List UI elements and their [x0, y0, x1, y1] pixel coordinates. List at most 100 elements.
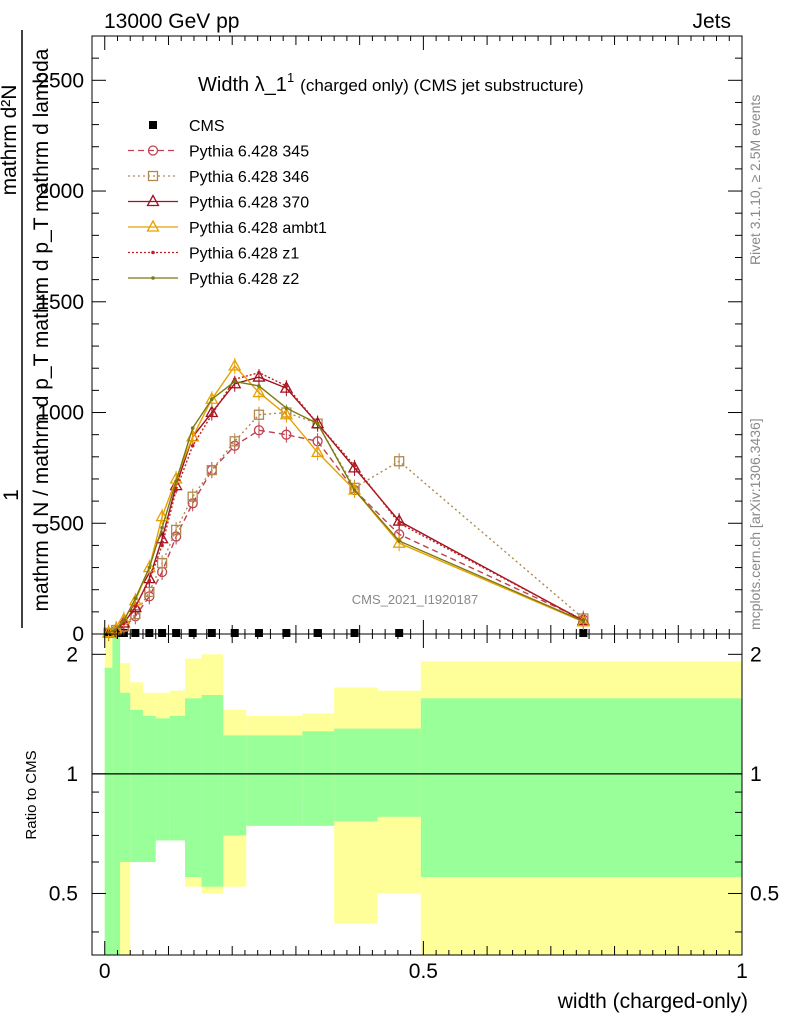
series-line [108, 429, 584, 634]
data-point [394, 456, 405, 467]
ratio-band-inner [246, 735, 273, 826]
data-point [576, 614, 590, 627]
data-point [397, 539, 401, 543]
title-main: Width λ_1 [198, 74, 287, 96]
data-point [252, 369, 266, 382]
data-point [144, 586, 155, 598]
legend-label: CMS [189, 118, 225, 135]
ratio-band-inner [142, 715, 156, 863]
data-point [581, 619, 586, 623]
data-point [172, 629, 181, 637]
ratio-band-inner [334, 728, 378, 822]
series-line [108, 411, 584, 634]
legend-item: CMS [149, 118, 225, 135]
ratio-band-inner [112, 634, 121, 955]
data-point [188, 629, 197, 637]
y-tick-label: 2500 [37, 69, 84, 92]
data-point [109, 621, 123, 634]
data-point [210, 397, 214, 402]
legend-label: Pythia 6.428 346 [189, 169, 309, 186]
data-point [207, 629, 216, 637]
series-0 [104, 629, 588, 637]
y-axis-label-numerator: 1 [0, 489, 23, 501]
series-6 [106, 379, 586, 635]
data-point [190, 426, 195, 430]
title-suffix: (charged only) (CMS jet substructure) [300, 76, 583, 95]
data-point [133, 604, 138, 609]
data-point [147, 579, 152, 583]
legend-item: Pythia 6.428 370 [128, 194, 309, 212]
data-point [170, 524, 182, 536]
series-2 [103, 404, 589, 641]
data-point [156, 557, 168, 569]
header-left: 13000 GeV pp [104, 10, 239, 33]
header-right: Jets [692, 10, 731, 33]
series-line [108, 380, 584, 634]
series-line [108, 371, 584, 634]
data-point [229, 436, 240, 447]
chart-title: Width λ_11 (charged only) (CMS jet substr… [198, 70, 584, 96]
legend-swatch [147, 145, 159, 156]
data-point [160, 543, 164, 548]
axis-ticks: 0 500 1000 1500 2000 2500 0 0.5 1 0.5 0.5 1 1 2 2 [37, 35, 779, 983]
data-point [187, 491, 198, 502]
legend-item: Pythia 6.428 z2 [128, 271, 299, 288]
legend-item: Pythia 6.428 346 [128, 169, 309, 186]
series-5 [106, 370, 586, 635]
series-4 [101, 358, 590, 641]
ratio-tick-label: 1 [66, 763, 78, 786]
y-axis-label-denominator: mathrm d N / mathrm d p_T mathrm d p_T m… [30, 48, 53, 611]
y-axis-label-top: mathrm d²N [0, 85, 21, 196]
data-point [254, 629, 263, 637]
data-point [147, 565, 152, 570]
ratio-band-inner [120, 692, 131, 863]
data-point [347, 460, 362, 473]
analysis-watermark: CMS_2021_I1920187 [352, 592, 479, 607]
legend-swatch [151, 276, 155, 280]
data-point [142, 560, 156, 573]
series-line [108, 376, 584, 634]
data-point [313, 629, 322, 637]
data-point [145, 629, 154, 637]
legend: CMS Pythia 6.428 345 Pythia 6.428 346 Pythi… [128, 118, 327, 288]
data-point [230, 629, 239, 637]
data-point [282, 629, 291, 637]
legend-swatch [146, 219, 160, 232]
legend-label: Pythia 6.428 370 [189, 195, 309, 212]
series-3 [101, 369, 590, 641]
ratio-band-inner [272, 735, 303, 826]
ratio-band-inner [169, 715, 186, 841]
legend-item: Pythia 6.428 z1 [128, 246, 299, 263]
x-tick-label: 0.5 [409, 960, 438, 983]
data-point [315, 421, 320, 426]
data-point [158, 629, 167, 637]
data-point [279, 407, 293, 420]
ratio-band-inner [130, 709, 143, 863]
data-point [352, 488, 357, 492]
ratio-band-inner [302, 731, 335, 826]
data-point [205, 391, 219, 404]
data-point [352, 463, 357, 468]
x-tick-label: 0 [99, 960, 111, 983]
data-point [160, 525, 164, 530]
ratio-bands [92, 634, 742, 955]
data-point [310, 445, 325, 458]
data-point [232, 379, 237, 384]
y-tick-label: 0 [72, 623, 84, 646]
ratio-tick-label-right: 2 [750, 643, 762, 666]
ratio-tick-label-right: 0.5 [750, 882, 779, 905]
ratio-band-inner [377, 728, 421, 817]
ratio-tick-label: 0.5 [49, 882, 78, 905]
x-axis-label: width (charged-only) [557, 990, 748, 1013]
data-point [131, 629, 140, 637]
y-tick-label: 500 [49, 512, 84, 535]
x-tick-label: 1 [736, 960, 748, 983]
data-point [284, 406, 289, 410]
series-1 [103, 422, 589, 641]
data-point [253, 409, 265, 420]
legend-swatch [146, 194, 160, 207]
legend-label: Pythia 6.428 345 [189, 144, 309, 161]
data-point [174, 488, 178, 492]
ratio-band-inner [420, 698, 742, 878]
y-tick-label: 2000 [37, 180, 84, 203]
